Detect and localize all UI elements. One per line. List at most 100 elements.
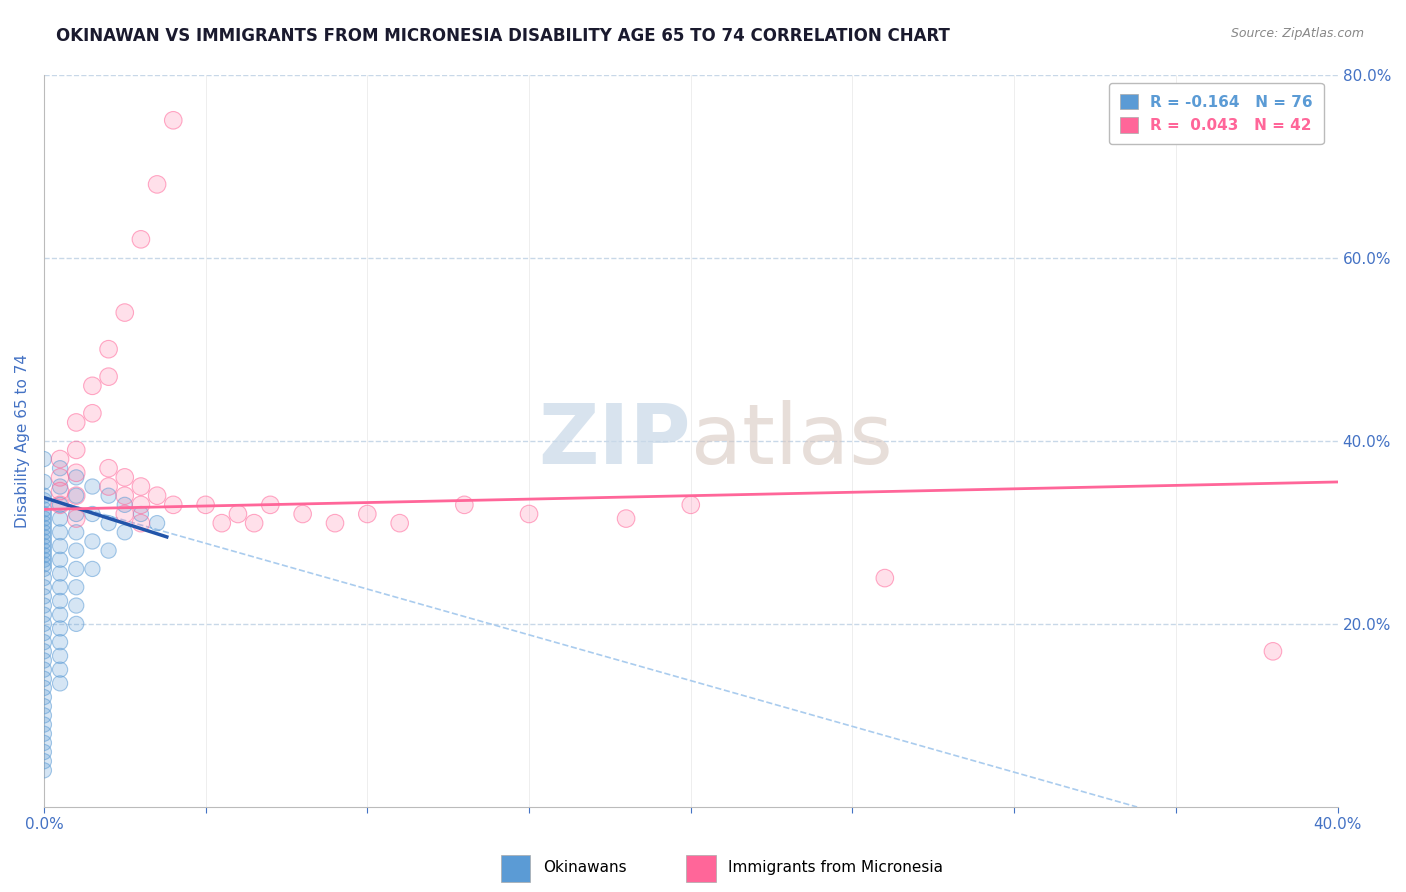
Point <box>32 599 55 613</box>
Point <box>323 516 346 530</box>
Point <box>32 548 55 562</box>
Point <box>129 516 152 530</box>
Point <box>97 543 120 558</box>
Point <box>32 511 55 525</box>
Point <box>97 516 120 530</box>
Point <box>614 511 637 525</box>
Point <box>211 516 233 530</box>
Point <box>114 507 136 521</box>
Point <box>453 498 475 512</box>
Point <box>65 580 87 594</box>
Point <box>32 699 55 714</box>
Point <box>679 498 702 512</box>
Point <box>97 479 120 493</box>
Point <box>49 594 72 608</box>
Point <box>49 607 72 622</box>
Point <box>65 525 87 540</box>
Point <box>32 681 55 695</box>
Point <box>49 479 72 493</box>
Point <box>32 475 55 489</box>
Point <box>65 543 87 558</box>
Point <box>453 498 475 512</box>
Point <box>32 511 55 525</box>
Point <box>32 672 55 686</box>
Point <box>32 475 55 489</box>
Point <box>32 607 55 622</box>
Point <box>114 470 136 484</box>
Point <box>97 369 120 384</box>
Point <box>226 507 249 521</box>
Point <box>146 489 169 503</box>
Point <box>32 493 55 508</box>
Point <box>65 511 87 525</box>
Point <box>114 525 136 540</box>
Point <box>32 764 55 778</box>
Point <box>32 571 55 585</box>
Point <box>82 406 104 420</box>
Point <box>49 525 72 540</box>
Text: Source: ZipAtlas.com: Source: ZipAtlas.com <box>1230 27 1364 40</box>
Point <box>32 590 55 604</box>
Point <box>97 461 120 475</box>
Point <box>129 479 152 493</box>
Point <box>82 507 104 521</box>
Point <box>97 489 120 503</box>
Point <box>65 599 87 613</box>
Point <box>49 511 72 525</box>
Y-axis label: Disability Age 65 to 74: Disability Age 65 to 74 <box>15 354 30 528</box>
Point <box>32 507 55 521</box>
Point <box>146 516 169 530</box>
Point <box>97 369 120 384</box>
Point <box>49 594 72 608</box>
Point <box>82 479 104 493</box>
Point <box>32 736 55 750</box>
Point <box>32 534 55 549</box>
Point <box>32 590 55 604</box>
Point <box>32 644 55 658</box>
Point <box>65 616 87 631</box>
Point <box>65 442 87 457</box>
Point <box>65 416 87 430</box>
Point <box>614 511 637 525</box>
Point <box>97 489 120 503</box>
Point <box>32 644 55 658</box>
Point <box>97 479 120 493</box>
Point <box>49 622 72 636</box>
Point <box>32 543 55 558</box>
Point <box>291 507 314 521</box>
Point <box>32 562 55 576</box>
Point <box>388 516 411 530</box>
Point <box>49 539 72 553</box>
Point <box>162 113 184 128</box>
Point <box>49 484 72 499</box>
Point <box>49 539 72 553</box>
Point <box>49 580 72 594</box>
Point <box>32 616 55 631</box>
Point <box>146 178 169 192</box>
Point <box>65 489 87 503</box>
Point <box>97 516 120 530</box>
Point <box>129 498 152 512</box>
Point <box>32 599 55 613</box>
Point <box>32 539 55 553</box>
Point <box>517 507 540 521</box>
Point <box>32 525 55 540</box>
Point <box>65 562 87 576</box>
Point <box>65 580 87 594</box>
Point <box>32 653 55 667</box>
Point <box>49 498 72 512</box>
Point <box>49 566 72 581</box>
Text: ZIP: ZIP <box>538 401 690 482</box>
Point <box>97 342 120 356</box>
Point <box>32 558 55 572</box>
Point <box>49 525 72 540</box>
Point <box>32 489 55 503</box>
Point <box>65 466 87 480</box>
Point <box>65 616 87 631</box>
Point <box>49 607 72 622</box>
Point <box>32 502 55 516</box>
Point <box>32 708 55 723</box>
Point <box>82 406 104 420</box>
Point <box>114 507 136 521</box>
Point <box>82 479 104 493</box>
